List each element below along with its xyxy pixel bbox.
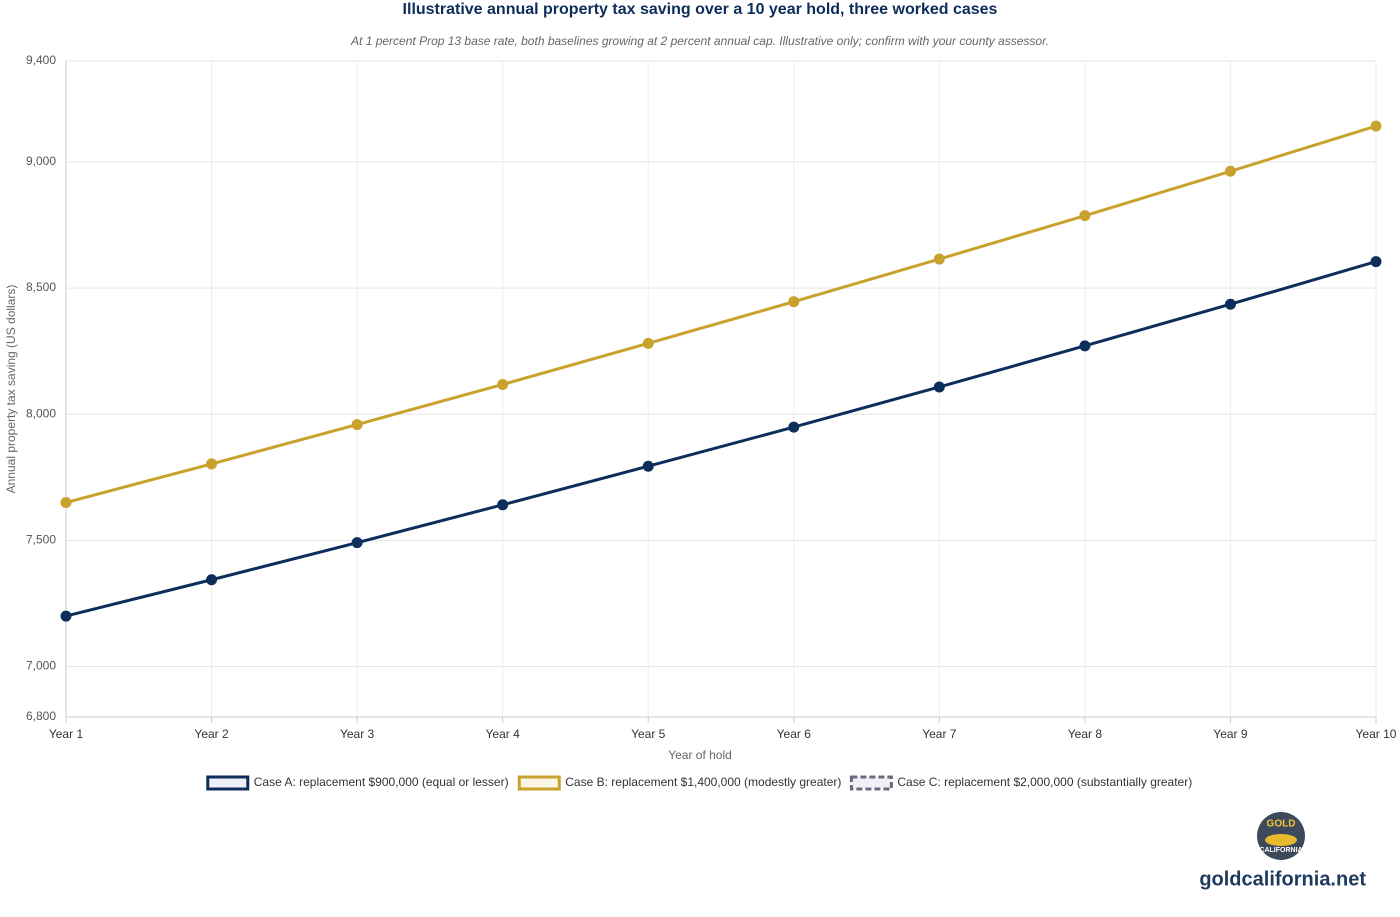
data-point (933, 253, 945, 265)
y-axis-label: Annual property tax saving (US dollars) (4, 285, 18, 494)
series-line (65, 260, 1377, 618)
y-tick-label: 9,400 (26, 53, 56, 67)
series-line (65, 124, 1377, 504)
x-tick-label: Year 2 (194, 727, 229, 741)
legend-swatch (849, 775, 893, 791)
data-point (497, 499, 509, 511)
data-point (206, 458, 218, 470)
data-point (642, 337, 654, 349)
data-point (1079, 340, 1091, 352)
data-point (642, 460, 654, 472)
data-point (60, 610, 72, 622)
data-point (1370, 120, 1382, 132)
logo-text: GOLD (1267, 819, 1296, 830)
x-tick-label: Year 1 (49, 727, 84, 741)
x-tick-label: Year 3 (340, 727, 375, 741)
legend-label: Case C: replacement $2,000,000 (substant… (897, 775, 1192, 789)
y-tick-label: 9,000 (26, 154, 56, 168)
data-point (1224, 298, 1236, 310)
data-point (206, 574, 218, 586)
data-point (1079, 210, 1091, 222)
x-tick-label: Year 8 (1068, 727, 1103, 741)
x-tick-label: Year 4 (486, 727, 521, 741)
chart-title: Illustrative annual property tax saving … (403, 1, 998, 18)
legend-swatch (206, 775, 250, 791)
y-tick-label: 8,000 (26, 406, 56, 420)
chart-subtitle: At 1 percent Prop 13 base rate, both bas… (350, 34, 1049, 48)
legend-label: Case B: replacement $1,400,000 (modestly… (565, 775, 841, 789)
data-point (60, 497, 72, 509)
data-point (497, 378, 509, 390)
legend-label: Case A: replacement $900,000 (equal or l… (254, 775, 509, 789)
logo-text: CALIFORNIA (1259, 847, 1302, 854)
site-name: goldcalifornia.net (1199, 868, 1366, 890)
y-tick-label: 7,000 (26, 659, 56, 673)
y-tick-label: 8,500 (26, 280, 56, 294)
data-point (788, 421, 800, 433)
data-point (351, 419, 363, 431)
legend-swatch (517, 775, 561, 791)
x-tick-label: Year 7 (922, 727, 957, 741)
x-axis-label: Year of hold (668, 748, 732, 762)
data-point (1224, 165, 1236, 177)
x-tick-label: Year 5 (631, 727, 666, 741)
logo-shape (1265, 834, 1297, 846)
y-tick-label: 6,800 (26, 709, 56, 723)
data-point (351, 537, 363, 549)
x-tick-label: Year 6 (777, 727, 812, 741)
y-tick-label: 7,500 (26, 533, 56, 547)
x-tick-label: Year 10 (1356, 727, 1397, 741)
x-tick-label: Year 9 (1213, 727, 1248, 741)
data-point (933, 381, 945, 393)
data-point (788, 296, 800, 308)
data-point (1370, 256, 1382, 268)
